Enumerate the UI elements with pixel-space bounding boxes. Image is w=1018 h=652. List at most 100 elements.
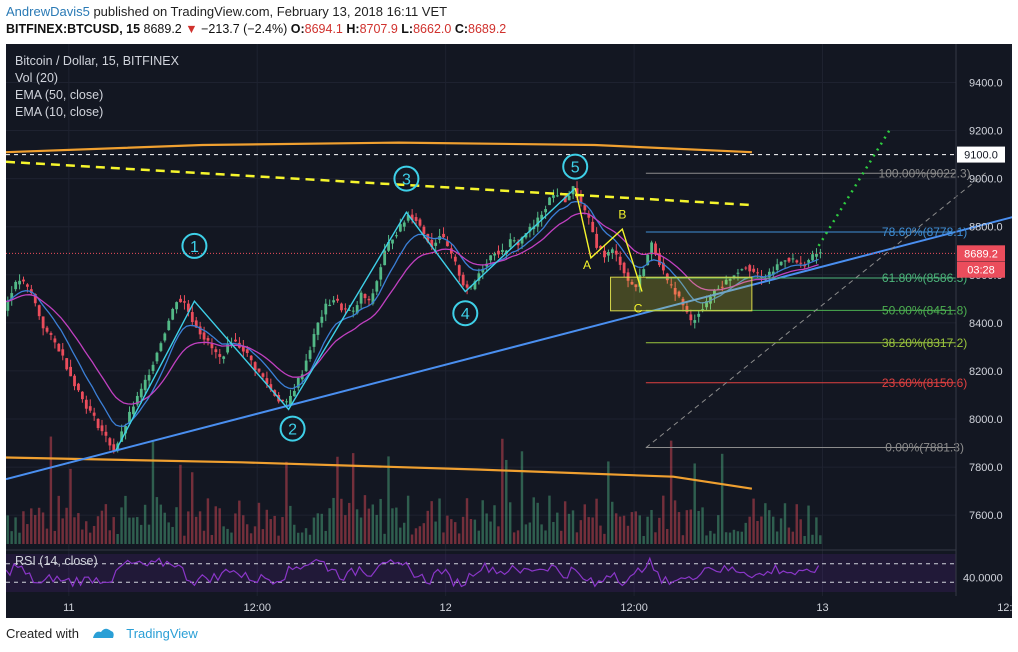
volume-bar — [599, 525, 602, 544]
ema10-line — [6, 200, 819, 427]
x-tick-label: 11 — [63, 602, 74, 614]
volume-bar — [654, 532, 657, 544]
volume-bar — [163, 512, 166, 544]
candle-body — [6, 301, 10, 311]
candle-body — [198, 326, 202, 335]
volume-bar — [807, 505, 810, 544]
x-tick-label: 12:00 — [243, 602, 271, 614]
volume-bar — [485, 513, 488, 544]
candle-body — [787, 257, 791, 262]
volume-bar — [214, 506, 217, 544]
volume-bar — [756, 520, 759, 544]
candle-body — [552, 195, 555, 198]
candle-body — [599, 245, 602, 249]
y-tick-label: 9000.0 — [969, 174, 1003, 186]
wave-circle-1 — [181, 232, 208, 259]
candle-body — [414, 217, 418, 221]
price-chart[interactable]: 100.00%(9022.3) 78.60%(8778.1) 61.80%(8586… — [6, 44, 1012, 618]
candle-body — [10, 293, 14, 301]
candle-body — [575, 188, 579, 198]
candle-body — [100, 425, 104, 432]
volume-bar — [18, 532, 21, 544]
wave-circle-3 — [393, 165, 420, 192]
candle-body — [489, 255, 493, 261]
candle-body — [210, 343, 214, 349]
author-link[interactable]: AndrewDavis5 — [6, 4, 90, 19]
candle-body — [697, 313, 701, 317]
volume-bar — [446, 515, 449, 544]
volume-bar — [230, 532, 233, 544]
rsi-band — [6, 554, 956, 592]
volume-bar — [622, 515, 626, 544]
tradingview-link[interactable]: TradingView — [126, 626, 198, 641]
volume-bar — [65, 507, 68, 544]
wave-circle-5 — [562, 153, 589, 180]
volume-bar — [567, 513, 571, 544]
candle-body — [312, 334, 316, 347]
candle-body — [395, 235, 398, 237]
volume-bar — [124, 495, 127, 544]
candle-body — [607, 252, 610, 256]
candle-body — [661, 262, 665, 271]
volume-bar — [234, 513, 237, 544]
price-tag-bg — [957, 146, 1005, 163]
volume-bar — [544, 530, 547, 544]
candle-body — [26, 284, 29, 287]
volume-bar — [37, 507, 41, 544]
abc-label-C: C — [634, 301, 643, 315]
projection-dotted — [817, 129, 891, 247]
open-value: 8694.1 — [304, 22, 343, 36]
y-tick-label: 8800.0 — [969, 222, 1003, 234]
candle-body — [453, 256, 457, 262]
volume-bar — [332, 497, 335, 544]
publish-header: AndrewDavis5 published on TradingView.co… — [6, 4, 447, 19]
close-label: C: — [454, 22, 469, 36]
y-tick-label: 8000.0 — [969, 414, 1003, 426]
volume-bar — [128, 517, 131, 544]
candle-body — [222, 356, 226, 359]
abc-label-B: B — [618, 208, 626, 222]
candle-body — [257, 368, 261, 372]
candle-body — [803, 265, 807, 267]
volume-bar — [575, 532, 579, 544]
candle-body — [61, 349, 65, 356]
candle-body — [269, 384, 273, 390]
candle-body — [194, 320, 198, 328]
candle-body — [135, 395, 139, 405]
volume-bar — [10, 531, 13, 544]
candle-body — [147, 374, 151, 381]
candle-body — [457, 265, 461, 276]
volume-bar — [779, 518, 783, 544]
candle-body — [705, 301, 708, 308]
volume-bar — [642, 535, 645, 544]
volume-bar — [336, 456, 339, 544]
candle-body — [603, 250, 606, 258]
candle-body — [654, 243, 657, 255]
candle-body — [418, 219, 422, 226]
candle-body — [292, 390, 296, 397]
candle-body — [713, 289, 716, 297]
candle-body — [265, 378, 269, 385]
candle-body — [41, 316, 45, 329]
volume-bar — [552, 521, 555, 544]
volume-bar — [630, 512, 634, 544]
volume-bar — [556, 512, 559, 544]
volume-bar — [795, 504, 798, 544]
candle-body — [261, 373, 265, 377]
volume-bar — [249, 533, 253, 544]
rsi-tick-label: 40.0000 — [963, 573, 1003, 585]
candle-body — [218, 354, 222, 357]
volume-bar — [563, 501, 567, 544]
volume-bar — [760, 516, 763, 544]
projection-dashed — [645, 171, 988, 449]
volume-bar — [454, 522, 457, 544]
volume-bar — [505, 459, 508, 544]
volume-bar — [265, 509, 269, 544]
fib-label: 38.20%(8317.2) — [882, 336, 967, 350]
volume-bar — [560, 530, 563, 544]
candle-body — [501, 249, 504, 252]
candle-body — [477, 273, 481, 281]
candle-body — [638, 274, 642, 287]
candle-body — [461, 274, 465, 286]
chart-area[interactable]: 100.00%(9022.3) 78.60%(8778.1) 61.80%(8586… — [6, 44, 1012, 618]
